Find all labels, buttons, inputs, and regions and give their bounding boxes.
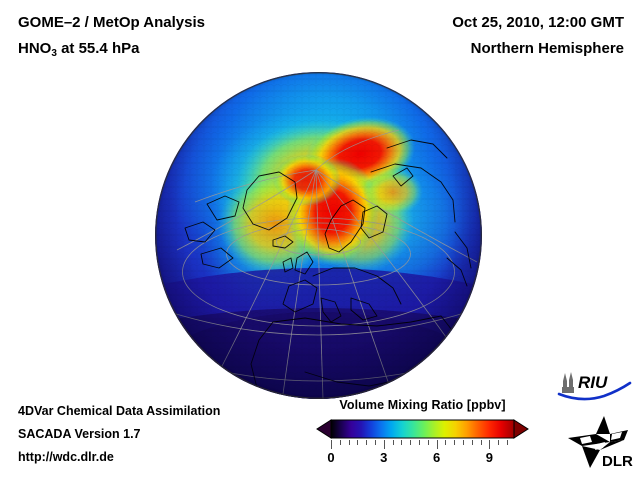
colorbar-cap-high xyxy=(513,419,529,439)
method-label: 4DVar Chemical Data Assimilation xyxy=(18,404,221,418)
colorbar-minor-tick xyxy=(454,440,456,445)
version-label: SACADA Version 1.7 xyxy=(18,427,141,441)
colorbar-title: Volume Mixing Ratio [ppbv] xyxy=(339,398,506,412)
colorbar-minor-tick xyxy=(506,440,508,445)
colorbar-tick-label: 3 xyxy=(380,450,388,465)
globe-outline xyxy=(155,72,482,399)
dlr-logo: DLR xyxy=(566,414,636,470)
timestamp-label: Oct 25, 2010, 12:00 GMT xyxy=(452,14,624,31)
colorbar-gradient-row xyxy=(315,418,530,440)
header-right: Oct 25, 2010, 12:00 GMT Northern Hemisph… xyxy=(452,10,624,62)
colorbar-minor-tick xyxy=(480,440,482,445)
colorbar-minor-tick xyxy=(392,440,394,445)
colorbar-gradient xyxy=(330,419,515,439)
colorbar-minor-tick xyxy=(366,440,368,445)
header-left: GOME–2 / MetOp Analysis HNO3 at 55.4 hPa xyxy=(18,10,205,64)
colorbar-minor-tick xyxy=(374,440,376,445)
globe-svg xyxy=(155,72,482,399)
colorbar-cap-low xyxy=(316,419,332,439)
page-title: GOME–2 / MetOp Analysis xyxy=(18,14,205,31)
globe-plot xyxy=(155,72,482,399)
cathedral-icon xyxy=(562,372,574,393)
colorbar-major-tick xyxy=(331,440,332,449)
colorbar-tick-label: 9 xyxy=(485,450,493,465)
species-subscript: 3 xyxy=(51,48,57,59)
riu-logo-svg: RIU xyxy=(557,372,632,401)
colorbar-tick-label: 0 xyxy=(327,450,335,465)
colorbar-svg xyxy=(316,419,529,439)
colorbar-tick-labels: 0 3 6 9 xyxy=(315,450,530,466)
riu-logo: RIU xyxy=(556,369,632,403)
colorbar-minor-tick xyxy=(339,440,341,445)
riu-wordmark: RIU xyxy=(578,373,608,392)
colorbar-minor-tick xyxy=(410,440,412,445)
colorbar-minor-tick xyxy=(498,440,500,445)
colorbar-major-tick xyxy=(383,440,385,449)
colorbar-minor-tick xyxy=(418,440,420,445)
colorbar-minor-tick xyxy=(357,440,359,445)
colorbar-minor-tick xyxy=(471,440,473,445)
region-label: Northern Hemisphere xyxy=(470,40,624,57)
colorbar: Volume Mixing Ratio [ppbv] xyxy=(315,398,530,466)
dlr-wordmark: DLR xyxy=(602,453,633,470)
dlr-mark-icon xyxy=(568,416,628,468)
colorbar-ticks xyxy=(315,440,530,449)
species-subtitle: HNO3 at 55.4 hPa xyxy=(18,36,205,64)
riu-wave-icon xyxy=(557,381,632,401)
colorbar-major-tick xyxy=(489,440,491,449)
colorbar-minor-tick xyxy=(401,440,403,445)
website-url[interactable]: http://wdc.dlr.de xyxy=(18,450,114,464)
colorbar-major-tick xyxy=(436,440,438,449)
globe-disc xyxy=(155,72,482,399)
species-formula: HNO xyxy=(18,40,52,57)
globe-field xyxy=(155,72,482,399)
colorbar-minor-tick xyxy=(445,440,447,445)
colorbar-minor-tick xyxy=(348,440,350,445)
species-pressure: at 55.4 hPa xyxy=(56,40,140,57)
footer-credits: 4DVar Chemical Data Assimilation SACADA … xyxy=(18,400,220,469)
colorbar-minor-tick xyxy=(427,440,429,445)
colorbar-minor-tick xyxy=(462,440,464,445)
colorbar-tick-label: 6 xyxy=(432,450,441,465)
dlr-logo-svg: DLR xyxy=(568,416,633,470)
